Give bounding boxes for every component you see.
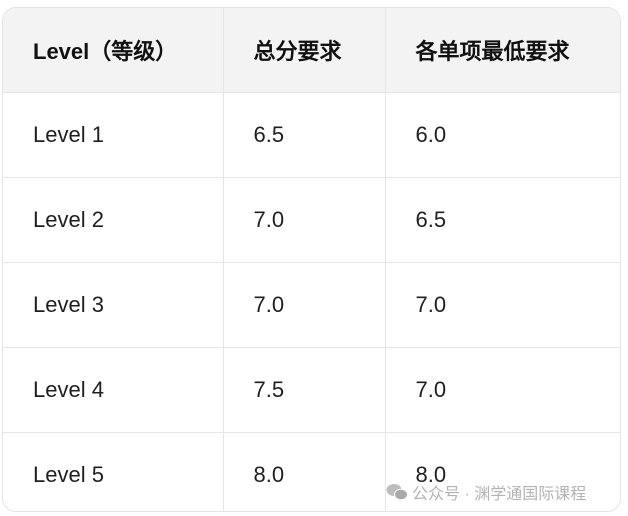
table-row: Level 3 7.0 7.0 [3,262,620,348]
cell-total: 7.0 [223,177,386,263]
table-row: Level 5 8.0 8.0 [3,432,620,511]
header-total-score: 总分要求 [223,8,386,93]
wechat-icon [386,484,408,501]
cell-level: Level 2 [3,177,224,263]
cell-min: 6.0 [385,92,620,178]
watermark: 公众号 · 渊学通国际课程 [386,480,586,504]
cell-min: 8.0 [415,462,447,487]
table-row: Level 4 7.5 7.0 [3,347,620,433]
cell-level: Level 3 [3,262,224,348]
table-row: Level 1 6.5 6.0 [3,92,620,178]
cell-min: 7.0 [385,262,620,348]
cell-level: Level 1 [3,92,224,178]
cell-min: 7.0 [385,347,620,433]
cell-total: 8.0 [223,432,386,511]
cell-level: Level 4 [3,347,224,433]
table-row: Level 2 7.0 6.5 [3,177,620,263]
cell-total: 6.5 [223,92,386,178]
watermark-text: 公众号 · 渊学通国际课程 [412,486,587,503]
header-min-subscore: 各单项最低要求 [385,8,620,93]
cell-total: 7.5 [223,347,386,433]
requirements-table: Level（等级） 总分要求 各单项最低要求 Level 1 6.5 6.0 L… [2,7,621,512]
cell-min: 6.5 [385,177,620,263]
cell-total: 7.0 [223,262,386,348]
header-level: Level（等级） [3,8,224,93]
cell-level: Level 5 [3,432,224,511]
table-header-row: Level（等级） 总分要求 各单项最低要求 [3,8,620,93]
